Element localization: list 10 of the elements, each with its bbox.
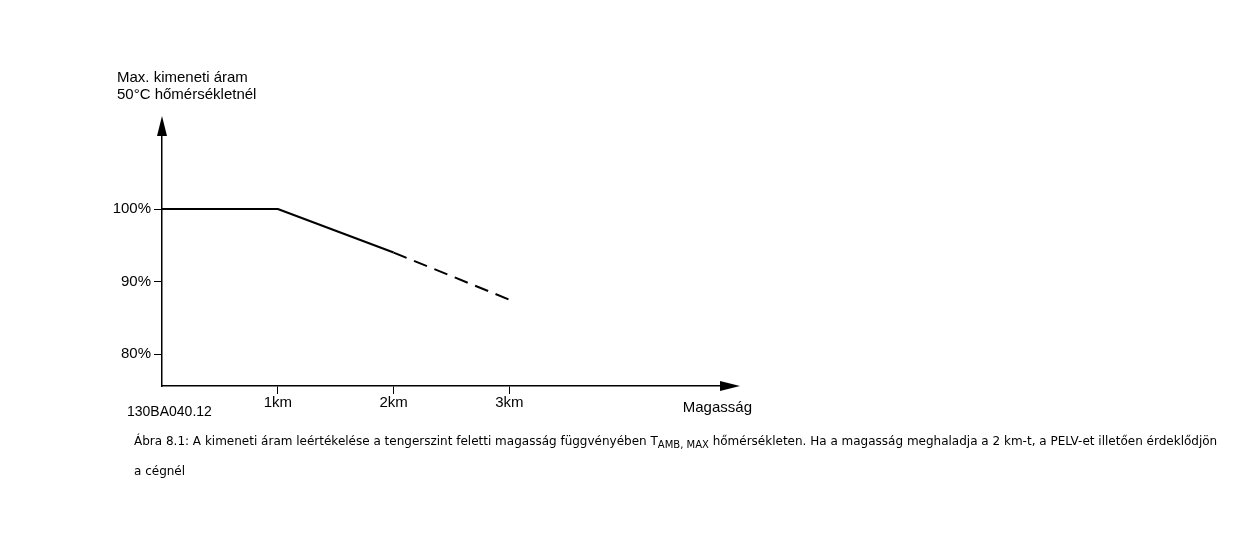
x-tick-label: 2km	[379, 393, 408, 411]
y-axis-title: Max. kimeneti áram 50°C hőmérsékletnél	[117, 68, 257, 102]
y-tick-label: 90%	[120, 271, 151, 289]
x-tick-label: 1km	[263, 393, 292, 411]
y-tick-label: 80%	[120, 344, 151, 362]
text: Ábra 8.1: A kimeneti áram leértékelése a tengerszint feletti magasság függvényében T$_{AMB, MAX}$ hőmérsékleten. Ha a magasság meghaladja a 2 km-t, a PELV-et illetően érdeklődjön a cégnél	[134, 434, 1218, 479]
x-axis-title: Magasság	[682, 398, 752, 415]
x-tick-label: 3km	[495, 393, 524, 411]
y-tick-label: 100%	[112, 199, 151, 217]
text: 130BA040.12	[127, 403, 212, 419]
